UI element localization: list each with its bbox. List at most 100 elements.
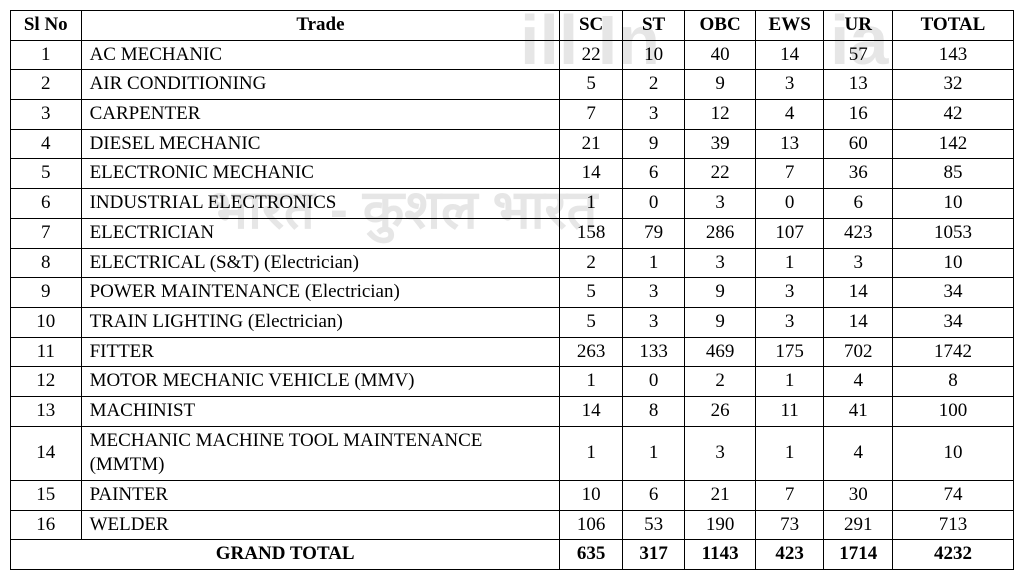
cell-ews: 107	[755, 218, 824, 248]
cell-ews: 3	[755, 307, 824, 337]
cell-slno: 6	[11, 189, 82, 219]
cell-ur: 36	[824, 159, 893, 189]
cell-st: 0	[622, 189, 684, 219]
cell-trade: TRAIN LIGHTING (Electrician)	[81, 307, 560, 337]
cell-ur: 3	[824, 248, 893, 278]
cell-ews: 11	[755, 396, 824, 426]
cell-sc: 7	[560, 100, 622, 130]
cell-ur: 702	[824, 337, 893, 367]
col-header-ews: EWS	[755, 11, 824, 41]
cell-trade: ELECTRICAL (S&T) (Electrician)	[81, 248, 560, 278]
cell-trade: AC MECHANIC	[81, 40, 560, 70]
cell-total: 32	[892, 70, 1013, 100]
cell-ews: 175	[755, 337, 824, 367]
cell-ews: 1	[755, 426, 824, 480]
cell-ur: 57	[824, 40, 893, 70]
cell-obc: 9	[685, 70, 756, 100]
cell-st: 3	[622, 100, 684, 130]
cell-obc: 39	[685, 129, 756, 159]
cell-total: 85	[892, 159, 1013, 189]
cell-slno: 10	[11, 307, 82, 337]
cell-ews: 4	[755, 100, 824, 130]
cell-ews: 0	[755, 189, 824, 219]
cell-obc: 12	[685, 100, 756, 130]
cell-st: 53	[622, 510, 684, 540]
cell-sc: 10	[560, 481, 622, 511]
cell-obc: 3	[685, 426, 756, 480]
grand-total-label: GRAND TOTAL	[11, 540, 560, 570]
cell-obc: 469	[685, 337, 756, 367]
table-row: 6INDUSTRIAL ELECTRONICS1030610	[11, 189, 1014, 219]
cell-ur: 14	[824, 278, 893, 308]
cell-ur: 30	[824, 481, 893, 511]
cell-obc: 21	[685, 481, 756, 511]
cell-ews: 7	[755, 159, 824, 189]
grand-total-sc: 635	[560, 540, 622, 570]
cell-obc: 26	[685, 396, 756, 426]
cell-obc: 22	[685, 159, 756, 189]
cell-total: 1053	[892, 218, 1013, 248]
cell-slno: 8	[11, 248, 82, 278]
cell-slno: 16	[11, 510, 82, 540]
table-row: 5ELECTRONIC MECHANIC1462273685	[11, 159, 1014, 189]
cell-ews: 14	[755, 40, 824, 70]
cell-sc: 5	[560, 307, 622, 337]
grand-total-obc: 1143	[685, 540, 756, 570]
cell-total: 8	[892, 367, 1013, 397]
table-row: 15PAINTER1062173074	[11, 481, 1014, 511]
cell-st: 3	[622, 307, 684, 337]
cell-trade: WELDER	[81, 510, 560, 540]
cell-obc: 40	[685, 40, 756, 70]
table-row: 2AIR CONDITIONING52931332	[11, 70, 1014, 100]
cell-st: 1	[622, 426, 684, 480]
cell-total: 142	[892, 129, 1013, 159]
cell-obc: 190	[685, 510, 756, 540]
cell-ur: 16	[824, 100, 893, 130]
cell-st: 3	[622, 278, 684, 308]
cell-st: 10	[622, 40, 684, 70]
cell-total: 74	[892, 481, 1013, 511]
grand-total-total: 4232	[892, 540, 1013, 570]
cell-total: 100	[892, 396, 1013, 426]
cell-ur: 291	[824, 510, 893, 540]
cell-st: 6	[622, 159, 684, 189]
cell-ur: 4	[824, 367, 893, 397]
grand-total-row: GRAND TOTAL 635 317 1143 423 1714 4232	[11, 540, 1014, 570]
table-row: 12MOTOR MECHANIC VEHICLE (MMV)102148	[11, 367, 1014, 397]
cell-obc: 3	[685, 189, 756, 219]
cell-st: 1	[622, 248, 684, 278]
table-row: 3CARPENTER731241642	[11, 100, 1014, 130]
cell-sc: 14	[560, 159, 622, 189]
cell-slno: 5	[11, 159, 82, 189]
cell-ur: 14	[824, 307, 893, 337]
cell-ur: 41	[824, 396, 893, 426]
cell-sc: 106	[560, 510, 622, 540]
cell-sc: 5	[560, 278, 622, 308]
cell-slno: 4	[11, 129, 82, 159]
col-header-st: ST	[622, 11, 684, 41]
cell-sc: 14	[560, 396, 622, 426]
cell-trade: MECHANIC MACHINE TOOL MAINTENANCE (MMTM)	[81, 426, 560, 480]
cell-trade: POWER MAINTENANCE (Electrician)	[81, 278, 560, 308]
cell-ews: 13	[755, 129, 824, 159]
cell-slno: 3	[11, 100, 82, 130]
cell-trade: INDUSTRIAL ELECTRONICS	[81, 189, 560, 219]
cell-st: 9	[622, 129, 684, 159]
cell-sc: 1	[560, 189, 622, 219]
col-header-obc: OBC	[685, 11, 756, 41]
cell-st: 6	[622, 481, 684, 511]
cell-obc: 286	[685, 218, 756, 248]
col-header-slno: Sl No	[11, 11, 82, 41]
cell-slno: 7	[11, 218, 82, 248]
grand-total-st: 317	[622, 540, 684, 570]
cell-ur: 13	[824, 70, 893, 100]
cell-sc: 1	[560, 426, 622, 480]
cell-trade: AIR CONDITIONING	[81, 70, 560, 100]
cell-st: 79	[622, 218, 684, 248]
trade-allocation-table: Sl No Trade SC ST OBC EWS UR TOTAL 1AC M…	[10, 10, 1014, 570]
cell-trade: PAINTER	[81, 481, 560, 511]
cell-ews: 73	[755, 510, 824, 540]
cell-total: 143	[892, 40, 1013, 70]
table-row: 10TRAIN LIGHTING (Electrician)53931434	[11, 307, 1014, 337]
table-row: 8ELECTRICAL (S&T) (Electrician)2131310	[11, 248, 1014, 278]
